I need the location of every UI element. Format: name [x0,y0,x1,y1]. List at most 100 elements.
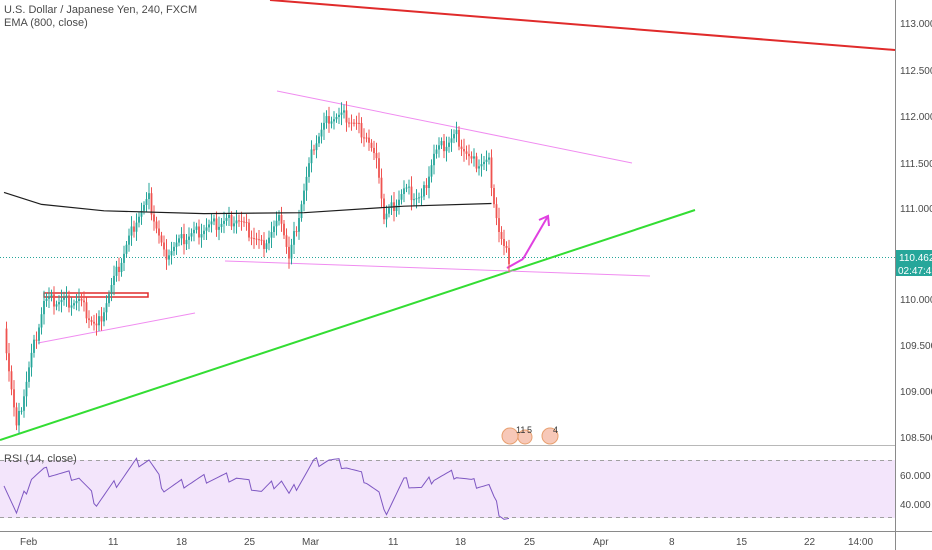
price-tick-112500: 112.500 [900,66,932,77]
candle-body [505,245,508,248]
candle-body [398,199,400,206]
candle-body [465,151,468,154]
candle-body [255,238,258,240]
candle-body [468,153,470,157]
price-tick-108500: 108.500 [900,433,932,444]
time-tick-11: 11 [108,537,119,548]
arrow-shaft[interactable] [522,215,549,260]
lower-channel-line[interactable] [224,260,651,277]
candle-body [345,110,348,123]
candle-body [485,159,488,162]
candle-body [143,204,145,211]
candle-body [308,163,310,177]
candle-body [443,141,445,152]
candle-body [483,161,485,165]
arrow-head[interactable] [538,214,550,227]
candle-body [408,186,410,188]
candle-body [475,156,478,169]
candle-body [53,294,55,307]
supply-zone[interactable] [43,292,149,298]
candle-body [150,193,153,215]
candle-body [390,202,393,208]
candle-body [190,233,193,237]
candle-body [410,186,413,201]
candle-body [293,231,295,245]
rsi-legend[interactable]: RSI (14, close) [4,453,77,465]
candle-body [148,193,150,200]
candle-body [110,284,113,295]
event-markers[interactable]: 11 5 4 [501,425,559,445]
candle-body [360,122,363,138]
candle-body [415,198,418,200]
rsi-line [3,457,510,520]
event-flag-icon-3[interactable] [541,427,559,445]
candle-body [73,303,75,306]
candle-body [325,116,328,123]
candle-body [480,164,483,167]
candle-body [90,320,93,322]
time-axis-ticks: Feb 11 18 25 Mar 11 18 25 Apr 8 15 22 14… [20,537,873,548]
candle-body [205,227,208,231]
candle-body [133,226,135,232]
time-tick-18b: 18 [455,537,467,548]
candle-body [155,221,158,229]
candle-body [243,221,245,223]
candle-body [203,230,205,235]
candle-body [253,238,255,240]
candle-body [440,141,443,146]
candle-body [500,232,503,239]
candle-body [175,242,178,247]
candle-body [220,223,223,227]
candle-body [463,149,465,152]
candle-body [30,352,33,368]
rsi-axis-ticks: 60.000 40.000 [900,471,931,511]
candle-body [385,213,388,220]
candle-body [100,316,103,322]
candle-body [395,205,398,212]
candle-body [138,216,140,223]
price-tick-109500: 109.500 [900,341,932,352]
feb-channel-line[interactable] [37,312,196,344]
price-tick-111500: 111.500 [900,159,932,170]
candle-body [280,215,283,224]
symbol-legend[interactable]: U.S. Dollar / Japanese Yen, 240, FXCM [4,4,198,16]
support-trendline[interactable] [0,209,696,441]
candle-body [85,302,88,319]
candle-body [63,297,65,300]
event-flag-icon-2[interactable] [517,429,533,445]
candle-body [245,222,248,224]
ema-legend[interactable]: EMA (800, close) [4,17,88,29]
candle-body [420,196,423,198]
candle-body [145,199,148,205]
time-tick-feb: Feb [20,537,38,548]
upper-channel-line[interactable] [276,90,633,164]
arrow-base[interactable] [506,258,524,269]
candle-body [363,137,365,139]
candle-body [503,238,505,246]
resistance-trendline[interactable] [269,0,896,51]
candle-body [388,207,390,214]
candle-body [68,295,70,308]
candle-body [23,396,25,411]
ema-800-line [3,191,492,215]
candle-body [5,328,8,354]
candle-body [353,122,355,124]
candle-body [125,244,128,254]
candle-body [368,137,370,143]
candle-body [163,242,165,250]
candle-body [88,318,90,321]
candle-body [365,137,368,139]
candle-body [340,112,343,115]
candlestick-series [5,101,510,434]
countdown-tag [896,264,932,276]
candle-body [13,389,15,408]
time-tick-25: 25 [244,537,256,548]
candle-body [318,136,320,144]
candle-body [178,238,180,243]
current-price-value: 110.462 [899,253,932,264]
candle-body [490,157,493,189]
candle-body [288,246,290,259]
candle-body [233,223,235,227]
candle-body [33,339,35,353]
